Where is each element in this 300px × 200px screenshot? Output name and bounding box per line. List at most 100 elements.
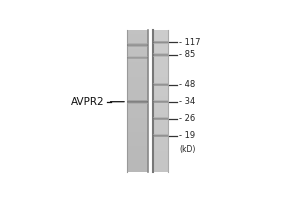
Bar [127,169,148,170]
Bar [153,36,168,37]
Bar [127,109,148,110]
Bar [153,128,168,129]
Bar [127,168,148,169]
Bar [153,156,168,157]
Bar [127,154,148,155]
Bar [127,80,148,81]
Bar [153,169,168,170]
Bar [153,163,168,164]
Bar [127,67,148,68]
Bar [127,84,148,85]
Bar [127,65,148,66]
Bar [153,151,168,152]
Bar [153,106,168,107]
Bar [127,119,148,120]
Bar [153,110,168,111]
Bar [153,94,168,95]
Bar [153,145,168,146]
Bar [153,56,168,57]
Bar [127,54,148,55]
Bar [153,144,168,145]
Bar [153,41,168,42]
Bar [127,118,148,119]
Bar [153,53,168,54]
Bar [153,113,168,114]
Bar [153,88,168,89]
Text: - 26: - 26 [179,114,196,123]
Bar [127,97,148,98]
Bar [127,98,148,99]
Bar [127,53,148,54]
Bar [127,156,148,157]
Bar [127,150,148,151]
Bar [153,55,168,56]
Bar [153,140,168,141]
Bar [127,151,148,152]
Bar [153,71,168,72]
Bar [153,171,168,172]
Bar [153,79,168,80]
Bar [127,165,148,166]
Bar [153,54,168,55]
Bar [153,96,168,97]
Bar [127,87,148,88]
Bar [153,109,168,110]
Bar [153,142,168,143]
Bar [127,96,148,97]
Bar [153,47,168,48]
Bar [153,161,168,162]
Bar [153,40,168,41]
Bar [153,101,168,102]
Bar [153,152,168,153]
Bar [127,106,148,107]
Bar [127,141,148,142]
Bar [153,39,168,40]
Bar [153,30,168,31]
Bar [127,39,148,40]
Bar [127,81,148,82]
Bar [153,168,168,169]
Bar [153,112,168,113]
Bar [127,89,148,90]
Bar [127,103,148,104]
Bar [153,105,168,106]
Bar [153,159,168,160]
Bar [127,79,148,80]
Bar [153,133,168,134]
Bar [127,103,148,104]
Text: - 117: - 117 [179,38,201,47]
Bar [153,89,168,90]
Bar [153,38,168,39]
Bar [153,70,168,71]
Bar [127,55,148,56]
Bar [127,140,148,141]
Bar [153,154,168,155]
Bar [127,111,148,112]
Bar [127,78,148,79]
Bar [153,124,168,125]
Bar [153,63,168,64]
Bar [153,69,168,70]
Bar [153,167,168,168]
Text: - 34: - 34 [179,97,196,106]
Bar [127,47,148,48]
Bar [153,50,168,51]
Bar [153,33,168,34]
Bar [127,139,148,140]
Bar [127,157,148,158]
Bar [153,126,168,127]
Bar [127,40,148,41]
Bar [127,33,148,34]
Bar [127,130,148,131]
Bar [127,95,148,96]
Bar [127,125,148,126]
Bar [153,166,168,167]
Bar [127,121,148,122]
Bar [153,51,168,52]
Bar [153,81,168,82]
Bar [153,131,168,132]
Bar [153,93,168,94]
Bar [127,56,148,57]
Bar [127,58,148,59]
Bar [127,143,148,144]
